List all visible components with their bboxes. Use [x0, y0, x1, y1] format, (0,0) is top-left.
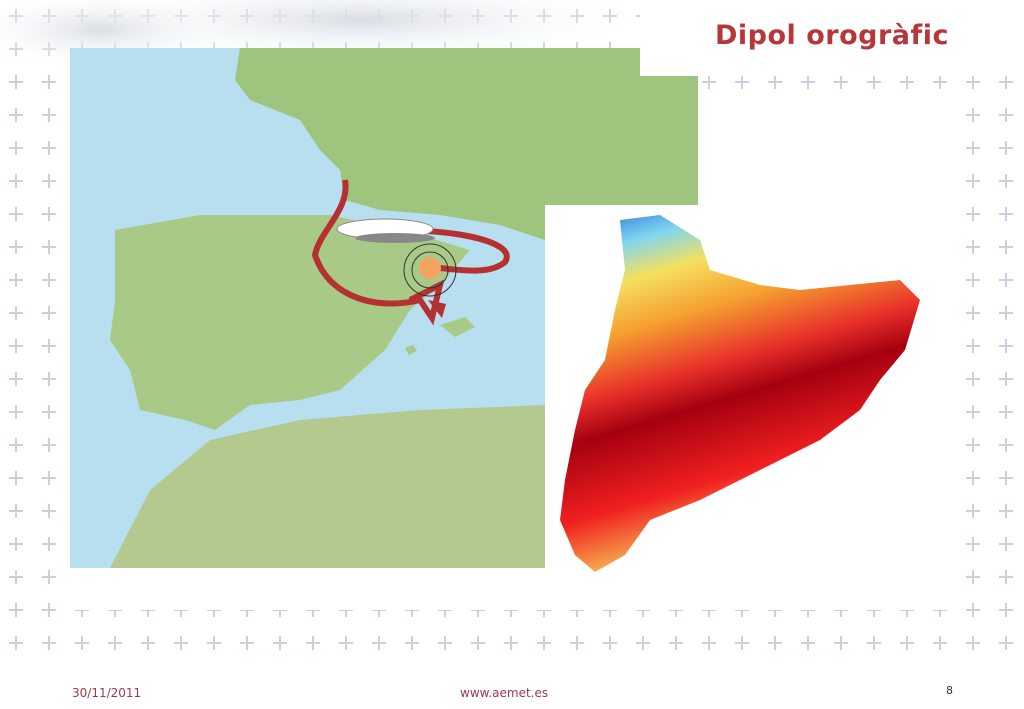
catalonia-map	[545, 205, 945, 585]
slide-title: Dipol orogràfic	[715, 20, 949, 51]
footer-website: www.aemet.es	[460, 686, 549, 700]
page-number: 8	[946, 684, 953, 697]
footer-date: 30/11/2011	[72, 686, 142, 700]
title-box: Dipol orogràfic	[640, 0, 1024, 76]
